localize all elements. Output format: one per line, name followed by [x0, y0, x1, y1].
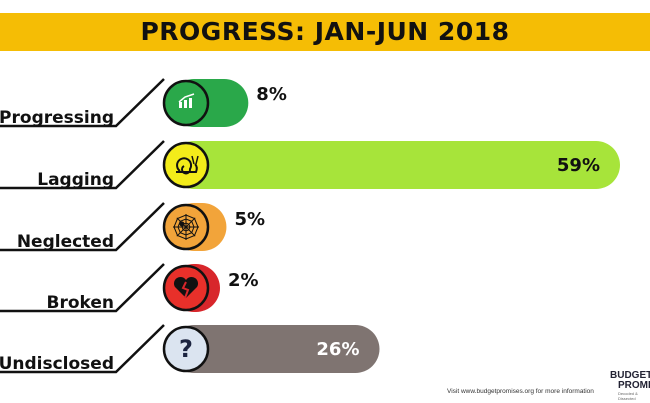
- logo-line-2: PROMISES: [618, 380, 650, 391]
- logo-line-3: Decoded & Dissected: [618, 391, 638, 401]
- bar-undisclosed: [170, 325, 380, 373]
- footer-note: Visit www.budgetpromises.org for more in…: [447, 388, 594, 395]
- value-label: 8%: [256, 84, 287, 105]
- category-label: Lagging: [37, 170, 114, 190]
- broken-heart-icon: [173, 276, 199, 299]
- value-label: 59%: [557, 155, 600, 176]
- question-mark-icon: ?: [179, 335, 193, 363]
- bar-row-lagging: Lagging 59%: [0, 140, 620, 190]
- label-underline: [0, 263, 165, 313]
- label-underline: [0, 78, 165, 128]
- svg-text:?: ?: [179, 335, 193, 363]
- category-label: Neglected: [17, 232, 114, 252]
- budget-promises-logo: BUDGET PROMISES Decoded & Dissected: [606, 370, 650, 403]
- bar-row-broken: Broken 2%: [0, 263, 259, 313]
- bar-row-progressing: Progressing 8%: [0, 78, 287, 128]
- icon-circle: [162, 141, 210, 189]
- bar-row-undisclosed: Undisclosed? 26%: [0, 324, 380, 374]
- label-underline: [0, 202, 165, 252]
- label-underline: [0, 324, 165, 374]
- bar-lagging: [170, 141, 620, 189]
- chart-title: PROGRESS: JAN-JUN 2018: [140, 17, 510, 46]
- icon-circle: [162, 325, 210, 373]
- category-label: Undisclosed: [0, 354, 114, 374]
- spider-web-icon: [173, 214, 199, 240]
- logo-line-1: BUDGET: [610, 370, 650, 381]
- category-label: Broken: [46, 293, 114, 313]
- bar-row-neglected: Neglected 5%: [0, 202, 265, 252]
- title-bar: [0, 13, 650, 51]
- value-label: 2%: [228, 270, 259, 291]
- category-label: Progressing: [0, 108, 114, 128]
- growth-chart-icon: [176, 93, 196, 111]
- value-label: 26%: [316, 339, 359, 360]
- snail-icon: [176, 155, 199, 175]
- label-underline: [0, 140, 165, 190]
- value-label: 5%: [234, 209, 265, 230]
